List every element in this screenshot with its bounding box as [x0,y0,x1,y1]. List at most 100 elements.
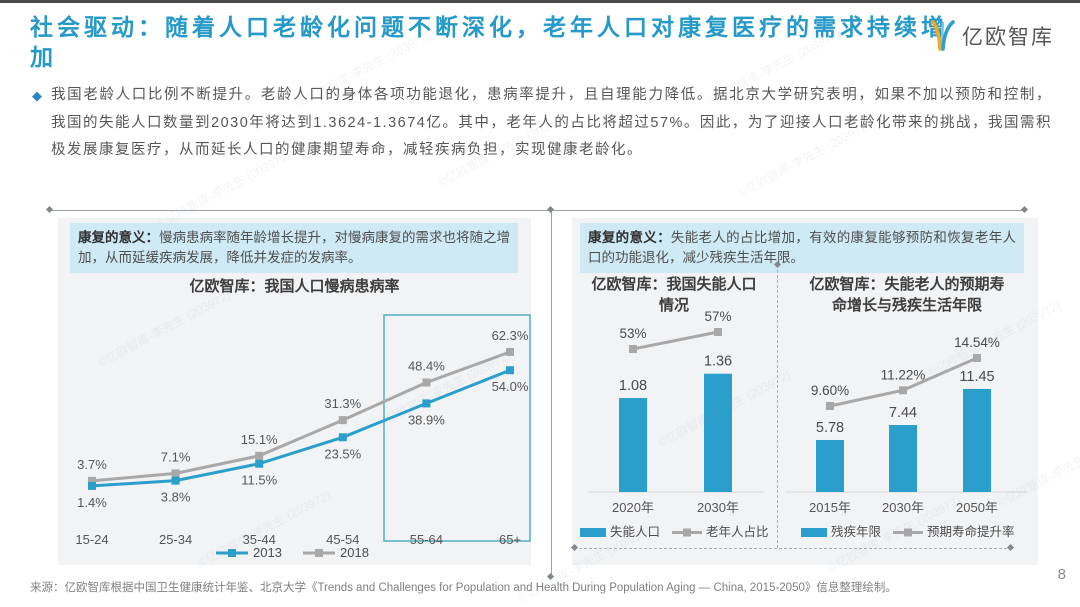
data-marker [506,347,514,356]
bar-value-label: 5.78 [816,420,844,436]
legend-label: 失能人口 [610,524,660,539]
line-value-label: 14.54% [954,335,1000,350]
data-marker [422,399,431,408]
value-label: 38.9% [408,412,445,427]
diamond-bullet-icon: ◆ [32,88,42,103]
line-value-label: 53% [619,326,646,341]
line-value-label: 9.60% [811,383,849,398]
axis-label: 25-34 [159,532,192,547]
legend-item-预期寿命提升率: 预期寿命提升率 [893,524,1015,539]
legend-label: 2018 [340,545,369,560]
value-label: 54.0% [492,379,529,394]
line-series-2013: 1.4% 3.8% 11.5% 23.5% 38.9% 54.0% [77,366,529,510]
frame-top-line [50,210,1025,211]
legend-label: 老年人占比 [706,524,769,539]
legend-label: 预期寿命提升率 [927,524,1015,539]
value-label: 1.4% [77,495,107,510]
value-label: 7.1% [161,449,191,464]
axis-label: 35-44 [243,532,276,547]
left-panel: 康复的意义：慢病患病率随年龄增长提升，对慢病康复的需求也将随之增加，从而延缓疾病… [58,218,531,565]
data-marker [338,433,347,442]
legend-item-2018: 2018 [303,545,369,560]
series-line [632,330,719,351]
chart-title-life-expectancy: 亿欧智库：失能老人的预期寿命增长与残疾生活年限 [809,276,1005,314]
axis-label: 2030年 [882,500,924,515]
data-marker [899,386,907,395]
rehab-meaning-note-left: 康复的意义：慢病患病率随年龄增长提升，对慢病康复的需求也将随之增加，从而延缓疾病… [70,223,518,273]
value-label: 3.7% [77,457,107,472]
data-marker [826,402,834,410]
bar [816,439,844,492]
data-marker [629,345,637,353]
data-marker [422,378,431,387]
legend-item-2013: 2013 [216,545,282,560]
bar-value-label: 1.08 [619,378,647,394]
axis-label: 65+ [499,532,521,547]
legend-item-失能人口: 失能人口 [580,524,660,539]
sub-chart-dashed-divider [777,265,778,548]
elderly-highlight-box [383,314,531,542]
frame-center-divider [551,210,552,577]
chronic-disease-line-chart: 3.7% 7.1% 15.1% 31.3% 48.4% 62.3% 1.4% 3.8% 11.5… [75,314,531,560]
brand-logo: 亿欧智库 [929,20,1054,52]
data-marker [506,366,514,375]
data-marker [338,416,347,425]
bar [889,425,917,492]
axis-label: 55-64 [410,532,443,547]
brand-logo-text: 亿欧智库 [962,26,1054,49]
bar-value-label: 11.45 [959,369,994,385]
legend-label: 2013 [253,545,282,560]
intro-paragraph: ◆ 我国老龄人口比例不断提升。老龄人口的身体各项功能退化，患病率提升，且自理能力… [32,82,1052,165]
value-label: 15.1% [241,432,278,447]
value-label: 11.5% [241,473,277,488]
line-series-2018: 3.7% 7.1% 15.1% 31.3% 48.4% 62.3% [77,328,529,485]
data-marker [973,353,981,362]
source-note: 来源：亿欧智库根据中国卫生健康统计年鉴、北京大学《Trends and Chal… [30,582,897,594]
note-label: 康复的意义： [78,230,159,245]
legend-item-残疾年限: 残疾年限 [801,524,882,539]
value-label: 3.8% [161,490,191,505]
series-line [91,368,511,488]
line-value-label: 57% [704,310,731,324]
axis-label: 15-24 [75,532,108,547]
note-text: 慢病患病率随年龄增长提升，对慢病康复的需求也将随之增加，从而延缓疾病发展，降低并… [78,230,510,265]
page-title: 社会驱动：随着人口老龄化问题不断深化，老年人口对康复医疗的需求持续增加 [30,14,948,70]
top-border-strip [0,0,1080,3]
value-label: 62.3% [492,328,529,343]
axis-label: 2020年 [612,500,654,515]
frame-dot [546,205,555,214]
data-marker [255,459,264,468]
frame-dot [45,205,54,214]
life-expectancy-bar-line-chart: 5.78 2015年 7.44 2030年 11.45 2050年 9.60% 11.22% 1… [785,335,1027,539]
data-marker [714,328,722,336]
data-marker [255,451,264,460]
data-marker [171,469,180,478]
chart-title-disabled-population: 亿欧智库：我国失能人口情况 [591,276,757,314]
value-label: 23.5% [324,446,361,461]
bar [963,388,991,492]
data-marker [171,476,180,485]
bar [619,398,647,492]
axis-label: 2050年 [956,500,998,515]
rehab-meaning-note-right: 康复的意义：失能老人的占比增加，有效的康复能够预防和恢复老年人口的功能退化，减少… [580,223,1024,273]
page-number: 8 [1057,566,1066,583]
frame-dot [1020,205,1029,214]
axis-label: 45-54 [326,532,359,547]
bar-value-label: 7.44 [889,405,917,421]
sub-chart-dashed-baseline [574,548,1012,549]
intro-text: 我国老龄人口比例不断提升。老龄人口的身体各项功能退化，患病率提升，且自理能力降低… [51,87,1052,158]
axis-label: 2015年 [809,500,851,515]
line-value-label: 11.22% [881,367,926,382]
data-marker [88,481,96,490]
note-label: 康复的意义： [588,230,671,245]
bar-value-label: 1.36 [704,354,732,370]
chart-title-chronic-disease: 亿欧智库：我国人口慢病患病率 [189,278,400,295]
eo-logo-icon [931,20,955,51]
value-label: 31.3% [324,396,361,411]
legend-label: 残疾年限 [831,524,882,539]
legend-item-老年人占比: 老年人占比 [672,524,769,539]
series-line [91,350,511,483]
bar [704,373,732,492]
data-marker [88,476,96,485]
